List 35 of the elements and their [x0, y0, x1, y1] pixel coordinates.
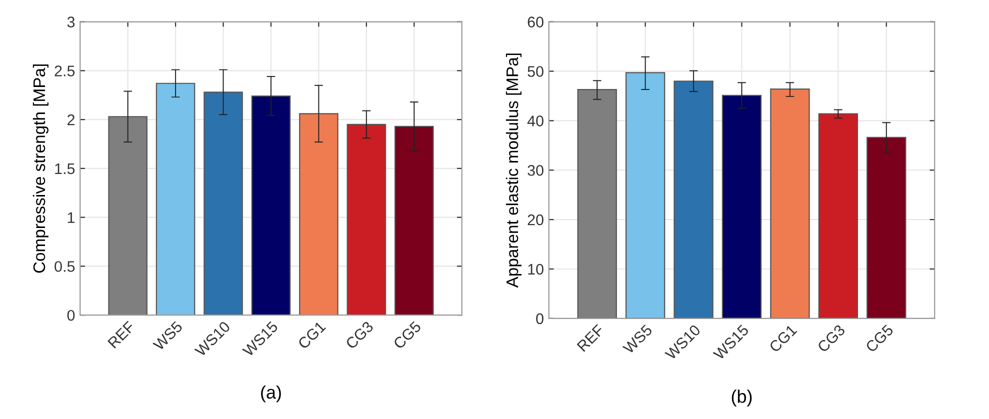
- y-tick-label: 3: [67, 16, 75, 28]
- text: (a): [261, 385, 281, 402]
- bar: [818, 113, 858, 318]
- y-tick-label: 1.5: [55, 163, 75, 174]
- y-tick-label: 50: [528, 66, 544, 77]
- x-tick-label: CG3: [345, 320, 374, 350]
- text: (b): [732, 390, 752, 406]
- y-axis-title: Apparent elastic modulus [MPa]: [506, 54, 522, 288]
- y-tick-label: 40: [527, 116, 544, 126]
- bar: [866, 136, 906, 318]
- bar: [251, 96, 291, 316]
- bar: [625, 72, 666, 318]
- y-tick-label: 20: [528, 214, 544, 226]
- bar: [346, 124, 386, 316]
- x-tick-label: CG1: [297, 320, 326, 350]
- bar: [156, 82, 196, 316]
- bar: [770, 88, 810, 318]
- bar: [204, 92, 243, 316]
- x-tick-label: CG1: [768, 324, 798, 353]
- bar: [299, 113, 338, 316]
- y-tick-label: 30: [528, 164, 544, 176]
- bar: [674, 80, 714, 318]
- y-tick-label: 2.5: [54, 66, 75, 76]
- bar: [108, 116, 148, 316]
- y-tick-label: 60: [528, 16, 544, 28]
- y-axis-title: Compressive strength [MPa]: [32, 64, 48, 273]
- bar: [394, 126, 434, 316]
- y-tick-label: 0: [67, 310, 75, 321]
- bar: [577, 88, 617, 318]
- y-tick-label: 0.5: [54, 261, 75, 272]
- y-tick-label: 2: [68, 114, 74, 126]
- y-tick-label: 1: [68, 212, 75, 223]
- bar: [722, 94, 762, 318]
- y-tick-label: 10: [528, 264, 544, 275]
- y-tick-label: 0: [536, 313, 544, 324]
